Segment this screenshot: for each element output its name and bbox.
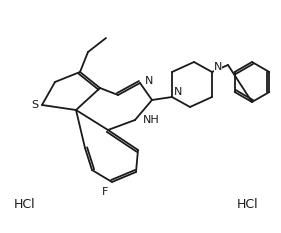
Text: NH: NH	[143, 115, 160, 125]
Text: N: N	[214, 62, 222, 72]
Text: N: N	[174, 87, 182, 97]
Text: HCl: HCl	[14, 199, 36, 212]
Text: S: S	[31, 100, 38, 110]
Text: HCl: HCl	[237, 199, 259, 212]
Text: F: F	[102, 187, 108, 197]
Text: N: N	[145, 76, 153, 86]
